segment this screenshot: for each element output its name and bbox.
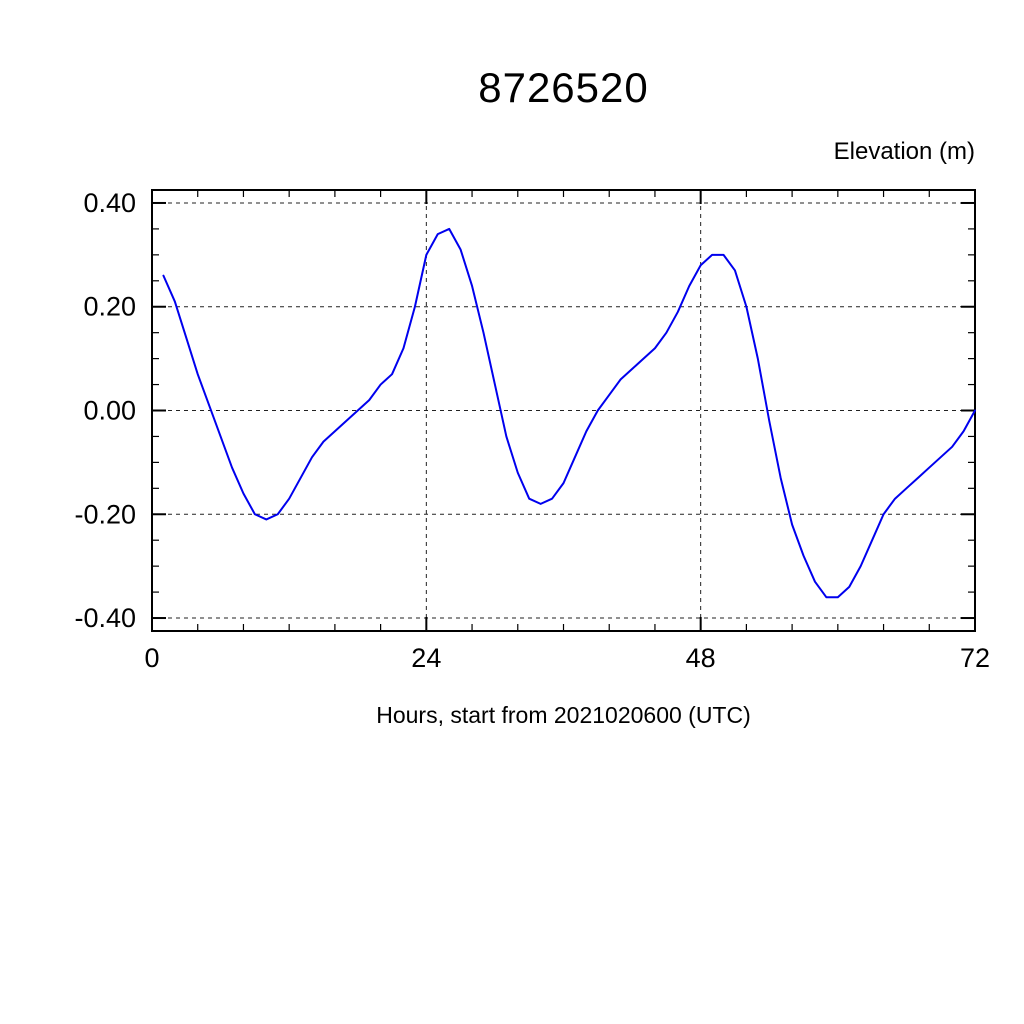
- x-axis-label: Hours, start from 2021020600 (UTC): [376, 702, 751, 728]
- y-tick-label: 0.40: [83, 188, 136, 218]
- x-tick-label: 72: [960, 643, 990, 673]
- y-tick-label: 0.00: [83, 396, 136, 426]
- chart-title: 8726520: [478, 64, 649, 111]
- tide-line: [162, 227, 976, 599]
- y-tick-label: 0.20: [83, 292, 136, 322]
- y-tick-label: -0.20: [74, 499, 136, 529]
- x-tick-label: 24: [411, 643, 441, 673]
- y-tick-label: -0.40: [74, 603, 136, 633]
- x-tick-label: 0: [144, 643, 159, 673]
- x-tick-label: 48: [686, 643, 716, 673]
- y-axis-label: Elevation (m): [833, 138, 975, 165]
